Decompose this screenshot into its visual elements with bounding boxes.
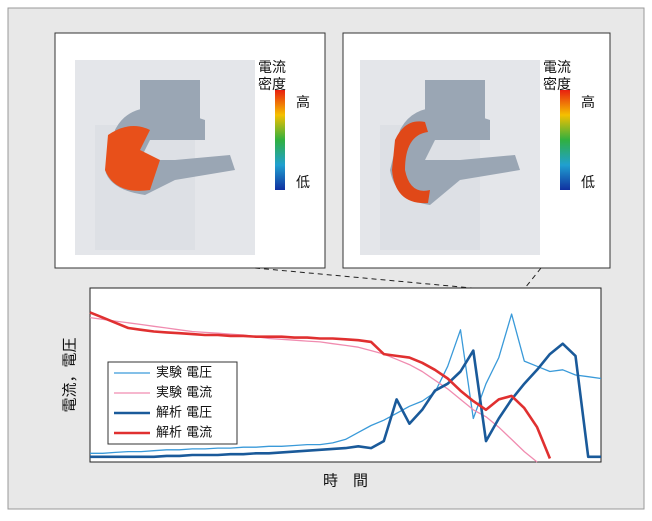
legend-label: 解析 電圧 — [156, 406, 212, 421]
x-axis-label: 時 間 — [323, 472, 368, 490]
colorbar-title: 電流 — [258, 60, 286, 76]
colorbar-high: 高 — [581, 94, 595, 111]
colorbar-title: 電流 — [543, 60, 571, 76]
colorbar-title: 密度 — [543, 76, 571, 93]
legend-label: 実験 電圧 — [156, 365, 212, 381]
y-axis-label: 電流，電圧 — [61, 337, 79, 412]
legend-label: 解析 電流 — [156, 426, 212, 441]
figure: 時 間電流，電圧実験 電圧実験 電流解析 電圧解析 電流 電流密度高低電流密度高… — [0, 0, 652, 517]
colorbar-low: 低 — [581, 175, 595, 191]
colorbar-high: 高 — [296, 94, 310, 111]
colorbar-low: 低 — [296, 175, 310, 191]
colorbar-title: 密度 — [258, 76, 286, 93]
legend-label: 実験 電流 — [156, 385, 212, 401]
